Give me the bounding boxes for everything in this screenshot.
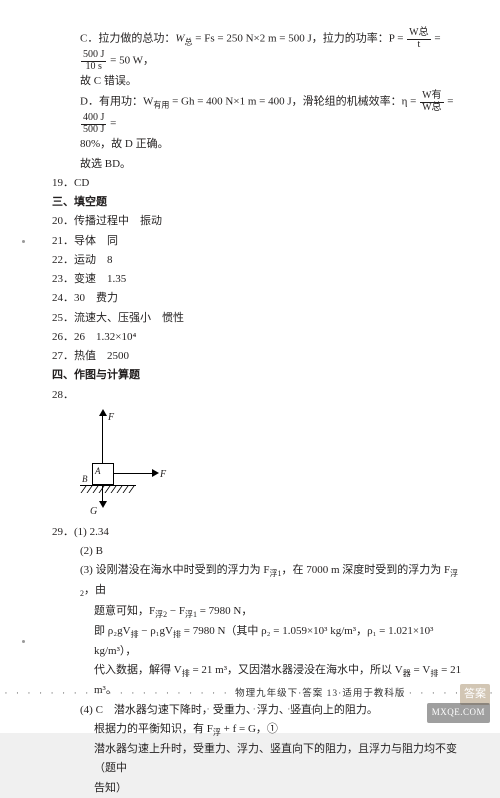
text: C．拉力做的总功： — [80, 33, 175, 45]
fraction: 500 J10 s — [81, 50, 106, 72]
watermark-badge: 答案 — [460, 684, 490, 705]
answer-line: 故选 BD。 — [52, 155, 462, 174]
question-28: 28． — [52, 386, 462, 405]
footer-dots: · · · · · · · · · · · · · · · · · · · · — [4, 689, 235, 699]
question-24: 24．30 费力 — [52, 289, 462, 308]
question-29-4: 告知） — [52, 779, 462, 798]
question-25: 25．流速大、压强小 惯性 — [52, 309, 462, 328]
question-27: 27．热值 2500 — [52, 347, 462, 366]
answer-line: 80%，故 D 正确。 — [52, 135, 462, 154]
question-29-1: 29．(1) 2.34 — [52, 523, 462, 542]
answer-line: D．有用功：W有用 = Gh = 400 N×1 m = 400 J，滑轮组的机… — [52, 91, 462, 135]
footer-text: 物理九年级下·答案 13·适用于教科版 — [235, 689, 405, 699]
question-29-4: 根据力的平衡知识，有 F浮 + f = G，① — [52, 720, 462, 740]
question-29-3: 即 ρ₂gV排 − ρ₁gV排 = 7980 N（其中 ρ₂ = 1.059×1… — [52, 622, 462, 661]
force-diagram: F A B F G — [80, 409, 170, 519]
question-20: 20．传播过程中 振动 — [52, 212, 462, 231]
question-29-3: (3) 设刚潜没在海水中时受到的浮力为 F浮1，在 7000 m 深度时受到的浮… — [52, 561, 462, 601]
label-G: G — [90, 503, 97, 521]
watermark-url: MXQE.COM — [427, 703, 490, 723]
answer-line: C．拉力做的总功：W总 = Fs = 250 N×2 m = 500 J，拉力的… — [52, 28, 462, 72]
question-29-4: 潜水器匀速上升时，受重力、浮力、竖直向下的阻力，且浮力与阻力均不变（题中 — [52, 740, 462, 779]
section-3-heading: 三、填空题 — [52, 193, 462, 212]
label-A: A — [95, 464, 101, 480]
label-F-right: F — [160, 466, 166, 484]
fraction: 400 J500 J — [81, 113, 106, 135]
question-19: 19．CD — [52, 174, 462, 193]
arrow-down-icon — [99, 501, 107, 508]
horizontal-force — [114, 473, 152, 474]
fraction: W总t — [407, 28, 430, 50]
answer-line: 故 C 错误。 — [52, 72, 462, 91]
question-29-3: 题意可知，F浮2 − F浮1 = 7980 N， — [52, 602, 462, 622]
arrow-right-icon — [152, 469, 159, 477]
question-21: 21．导体 同 — [52, 232, 462, 251]
section-4-heading: 四、作图与计算题 — [52, 366, 462, 385]
fraction: W有W总 — [420, 91, 443, 113]
margin-dot — [22, 240, 25, 243]
label-F: F — [108, 409, 114, 427]
question-29-2: (2) B — [52, 542, 462, 561]
page: C．拉力做的总功：W总 = Fs = 250 N×2 m = 500 J，拉力的… — [0, 0, 500, 733]
page-footer: · · · · · · · · · · · · · · · · · · · · … — [0, 686, 500, 719]
question-26: 26．26 1.32×10⁴ — [52, 328, 462, 347]
question-22: 22．运动 8 — [52, 251, 462, 270]
margin-dot — [22, 640, 25, 643]
question-23: 23．变速 1.35 — [52, 270, 462, 289]
